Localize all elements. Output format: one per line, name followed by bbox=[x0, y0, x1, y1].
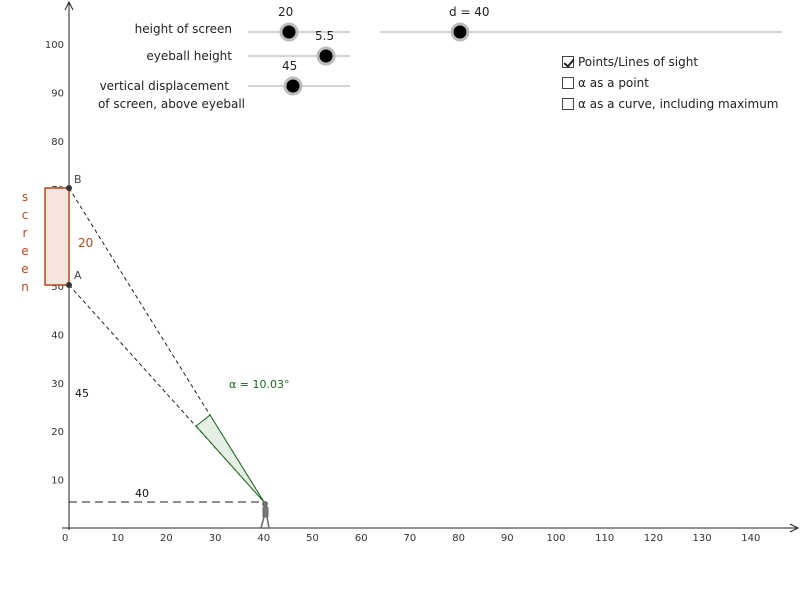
x-tick-label: 30 bbox=[209, 533, 222, 544]
eyeball-height-slider-label: eyeball height bbox=[146, 49, 232, 63]
vertical-displacement-slider-label: vertical displacement bbox=[99, 79, 229, 93]
x-tick-label: 40 bbox=[257, 533, 270, 544]
screen-height-label: 20 bbox=[78, 236, 93, 250]
screen-letter: r bbox=[23, 226, 28, 240]
angle-sector bbox=[195, 414, 265, 503]
observer-figure-icon[interactable] bbox=[260, 501, 270, 529]
y-tick-label: 20 bbox=[51, 427, 64, 438]
point-b-label: B bbox=[74, 173, 82, 186]
checkbox-points-lines-of-sight[interactable]: Points/Lines of sight bbox=[562, 55, 698, 69]
screen-letter: e bbox=[21, 262, 28, 276]
displacement-label: 45 bbox=[75, 387, 89, 400]
y-tick-label: 80 bbox=[51, 137, 64, 148]
y-axis-arrow bbox=[64, 0, 74, 11]
y-tick-label: 40 bbox=[51, 330, 64, 341]
x-axis-arrow bbox=[789, 523, 800, 533]
checkbox-box[interactable] bbox=[562, 56, 574, 68]
screen-letter: s bbox=[22, 190, 28, 204]
eyeball-height-slider-knob[interactable] bbox=[316, 46, 336, 66]
x-tick-label: 100 bbox=[546, 533, 565, 544]
checkbox-box[interactable] bbox=[562, 98, 574, 110]
checkbox-label: α as a point bbox=[578, 76, 649, 90]
distance-slider-label: d = 40 bbox=[449, 5, 490, 19]
distance-slider-knob[interactable] bbox=[450, 22, 470, 42]
x-tick-label: 20 bbox=[160, 533, 173, 544]
y-tick-label: 10 bbox=[51, 476, 64, 487]
x-tick-label: 140 bbox=[741, 533, 760, 544]
screen-letter: e bbox=[21, 244, 28, 258]
point-a-label: A bbox=[74, 269, 82, 282]
y-tick-label: 30 bbox=[51, 379, 64, 390]
checkbox-alpha-as-curve[interactable]: α as a curve, including maximum bbox=[562, 97, 779, 111]
y-tick-label: 90 bbox=[51, 88, 64, 99]
x-tick-label: 80 bbox=[452, 533, 465, 544]
x-tick-label: 130 bbox=[693, 533, 712, 544]
x-tick-label: 60 bbox=[355, 533, 368, 544]
x-tick-label: 0 bbox=[62, 533, 68, 544]
point-b[interactable] bbox=[66, 185, 72, 191]
y-tick-label: 100 bbox=[45, 40, 64, 51]
screen-height-slider-knob[interactable] bbox=[279, 22, 299, 42]
eyeball-height-slider-value: 5.5 bbox=[315, 29, 335, 43]
screen-letter: c bbox=[22, 208, 29, 222]
x-tick-label: 10 bbox=[111, 533, 124, 544]
checkbox-box[interactable] bbox=[562, 77, 574, 89]
x-tick-label: 50 bbox=[306, 533, 319, 544]
vertical-displacement-slider-knob[interactable] bbox=[283, 76, 303, 96]
screen-height-slider-label: height of screen bbox=[134, 22, 232, 36]
screen-height-slider-value: 20 bbox=[278, 5, 294, 19]
screen-letter: n bbox=[21, 280, 29, 294]
checkbox-label: Points/Lines of sight bbox=[578, 55, 699, 69]
x-tick-label: 70 bbox=[404, 533, 417, 544]
angle-label: α = 10.03° bbox=[229, 378, 289, 391]
x-tick-label: 120 bbox=[644, 533, 663, 544]
checkbox-alpha-as-point[interactable]: α as a point bbox=[562, 76, 649, 90]
x-tick-label: 90 bbox=[501, 533, 514, 544]
distance-label: 40 bbox=[135, 487, 149, 500]
point-a[interactable] bbox=[66, 282, 72, 288]
y-tick-label: 50 bbox=[51, 282, 64, 293]
checkbox-label: α as a curve, including maximum bbox=[578, 97, 779, 111]
vertical-displacement-slider-value: 45 bbox=[282, 59, 298, 73]
screen-rectangle bbox=[44, 187, 70, 286]
vertical-displacement-slider-label-line2: of screen, above eyeball bbox=[97, 97, 245, 111]
x-tick-label: 110 bbox=[595, 533, 614, 544]
x-tick-labels: 0 10 20 30 40 50 60 70 80 90 100 110 120 130 140 bbox=[62, 533, 760, 544]
screen-vertical-label: s c r e e n bbox=[21, 190, 29, 294]
